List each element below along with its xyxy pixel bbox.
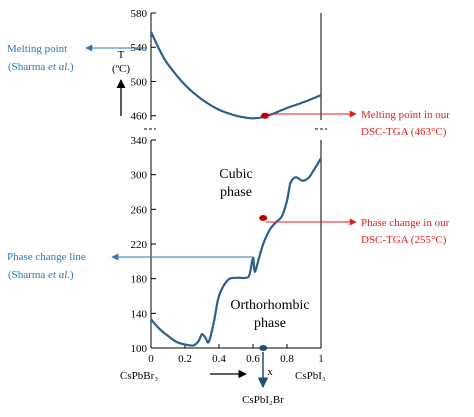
orthorhombic-phase-label-line2: phase	[254, 316, 286, 331]
composition-bottom-label: CsPbI₂Br	[242, 394, 284, 406]
lower-panel: 340 300 260 220 180 140 100 0 0.2 0.4 0.6 0.8 1 x Cu…	[131, 135, 324, 378]
lower-y-ticks: 340 300 260 220 180 140 100	[131, 135, 156, 355]
y-tick-label: 260	[131, 204, 148, 216]
cubic-phase-label-line2: phase	[220, 185, 252, 200]
lower-phase-curve	[150, 157, 322, 347]
x-tick-label: 0.2	[178, 353, 192, 365]
y-tick-label: 460	[131, 111, 148, 123]
annotation-melting-ours: Melting point in our DSC-TGA (463°C)	[268, 109, 450, 138]
upper-liquidus-curve	[150, 31, 322, 120]
data-marker	[259, 345, 268, 351]
x-tick-label: 0.4	[212, 353, 226, 365]
data-marker	[260, 112, 269, 119]
phase-line-ref-line1: Phase change line	[7, 251, 86, 263]
left-composition-label: CsPbBr₃	[120, 370, 158, 382]
x-tick-label: 0.8	[280, 353, 294, 365]
phase-change-ours-line1: Phase change in our	[361, 217, 450, 229]
y-tick-label: 500	[131, 76, 148, 88]
annotation-phase-change-ours: Phase change in our DSC-TGA (255°C)	[266, 217, 450, 246]
y-tick-label: 580	[131, 8, 148, 20]
upper-y-axis-unit: (ºC)	[112, 63, 130, 75]
melting-ref-line2: (Sharma et al.)	[8, 61, 74, 73]
phase-change-ours-line2: DSC-TGA (255°C)	[361, 234, 447, 246]
x-tick-label: 0.6	[246, 353, 260, 365]
y-tick-label: 140	[131, 308, 148, 320]
upper-markers	[260, 112, 269, 119]
cubic-phase-label-line1: Cubic	[219, 167, 252, 182]
y-tick-label: 220	[131, 239, 148, 251]
annotation-melting-ref: Melting point (Sharma et al.)	[7, 43, 147, 73]
upper-y-axis-label: T	[118, 49, 125, 61]
lower-markers	[259, 215, 268, 351]
x-axis-label: x	[267, 366, 273, 378]
data-marker	[259, 215, 268, 221]
lower-x-ticks: 0 0.2 0.4 0.6 0.8 1 x	[148, 344, 324, 378]
x-tick-label: 0	[148, 353, 154, 365]
composition-axis: CsPbBr₃ CsPbI₃ CsPbI₂Br	[120, 352, 326, 406]
right-composition-label: CsPbI₃	[295, 370, 326, 382]
melting-ours-line1: Melting point in our	[361, 109, 450, 121]
y-tick-label: 300	[131, 170, 148, 182]
y-tick-label: 100	[131, 343, 148, 355]
phase-line-ref-line2: (Sharma et al.)	[8, 269, 74, 281]
melting-ours-line2: DSC-TGA (463°C)	[361, 126, 447, 138]
orthorhombic-phase-label-line1: Orthorhombic	[230, 298, 309, 313]
y-tick-label: 180	[131, 274, 148, 286]
annotation-phase-line-ref: Phase change line (Sharma et al.)	[7, 251, 253, 281]
y-tick-label: 340	[131, 135, 148, 147]
x-tick-label: 1	[318, 353, 324, 365]
melting-ref-line1: Melting point	[7, 43, 67, 55]
